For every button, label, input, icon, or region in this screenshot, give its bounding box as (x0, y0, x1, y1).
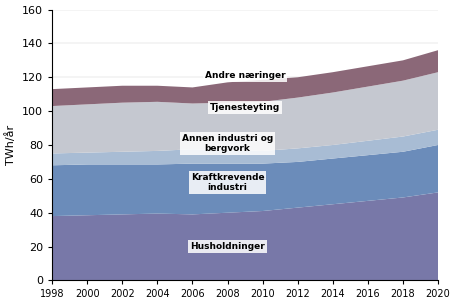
Text: Annen industri og
bergvork: Annen industri og bergvork (182, 134, 273, 153)
Text: Andre næringer: Andre næringer (204, 71, 285, 80)
Y-axis label: TWh/år: TWh/år (5, 125, 16, 165)
Text: Kraftkrevende
industri: Kraftkrevende industri (190, 173, 264, 192)
Text: Husholdninger: Husholdninger (190, 242, 264, 251)
Text: Tjenesteyting: Tjenesteyting (210, 103, 280, 112)
